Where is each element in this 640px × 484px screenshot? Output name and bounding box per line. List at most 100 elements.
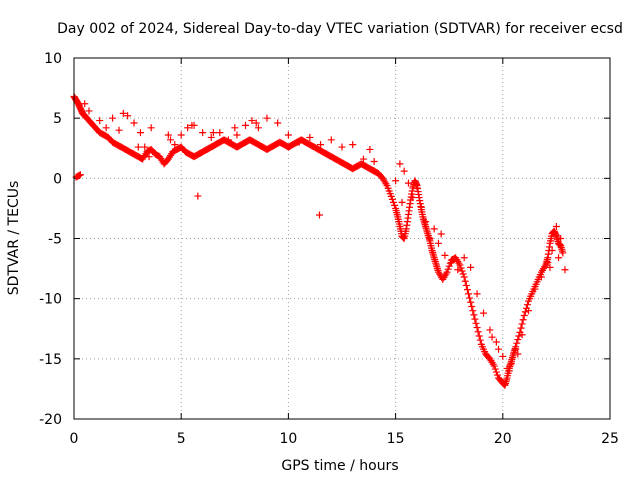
- data-point: [552, 222, 560, 230]
- data-point: [188, 121, 196, 129]
- data-point: [462, 281, 470, 289]
- data-point: [295, 138, 303, 146]
- x-tick-label: 15: [387, 431, 405, 447]
- data-point: [490, 362, 498, 370]
- data-point: [476, 336, 484, 344]
- data-point: [443, 268, 451, 276]
- data-point: [515, 332, 523, 340]
- data-point: [391, 201, 399, 209]
- data-point: [493, 371, 501, 379]
- data-point: [555, 254, 563, 262]
- data-point: [136, 129, 144, 137]
- data-point: [430, 225, 438, 233]
- plot-frame: [73, 57, 611, 420]
- data-point: [147, 124, 155, 132]
- data-point: [480, 309, 488, 317]
- data-point: [517, 324, 525, 332]
- y-tick-label: 5: [53, 111, 62, 127]
- data-point: [315, 211, 323, 219]
- data-point: [263, 114, 271, 122]
- data-point: [392, 177, 400, 185]
- data-point: [525, 307, 533, 315]
- data-point: [441, 251, 449, 259]
- data-point: [471, 315, 479, 323]
- data-point: [370, 157, 378, 165]
- data-point: [400, 167, 408, 175]
- data-point: [461, 277, 469, 285]
- data-point: [327, 136, 335, 144]
- data-point: [366, 145, 374, 153]
- data-point: [194, 192, 202, 200]
- data-point: [338, 143, 346, 151]
- data-point: [274, 119, 282, 127]
- data-point: [85, 107, 93, 115]
- data-point: [413, 184, 421, 192]
- data-point: [557, 235, 565, 242]
- data-point: [548, 247, 556, 255]
- data-point: [171, 141, 179, 149]
- data-point: [495, 345, 503, 353]
- data-point: [559, 249, 567, 257]
- data-point: [518, 320, 526, 328]
- data-point: [491, 365, 499, 373]
- data-point: [130, 119, 138, 127]
- data-point: [537, 273, 545, 281]
- data-point: [520, 312, 528, 320]
- data-point: [472, 319, 480, 327]
- data-point: [486, 326, 494, 334]
- x-tick-label: 25: [601, 431, 619, 447]
- data-point: [124, 112, 132, 120]
- data-point: [445, 262, 453, 270]
- data-point: [81, 100, 89, 108]
- data-point: [521, 308, 529, 316]
- data-point: [145, 153, 153, 161]
- data-point: [134, 143, 142, 151]
- data-point: [388, 195, 396, 203]
- data-point: [531, 285, 539, 293]
- data-point: [474, 328, 482, 336]
- data-point: [209, 129, 217, 137]
- data-point: [199, 129, 207, 137]
- data-point: [177, 131, 185, 139]
- data-point: [514, 336, 522, 344]
- data-point: [231, 124, 239, 132]
- data-point: [389, 198, 397, 206]
- data-point: [544, 259, 552, 267]
- data-point: [359, 155, 367, 163]
- data-point: [434, 239, 442, 247]
- data-point: [523, 301, 531, 309]
- data-point: [109, 114, 117, 122]
- data-point: [119, 109, 127, 117]
- data-point: [488, 333, 496, 341]
- data-point: [447, 259, 455, 267]
- data-point: [75, 171, 83, 179]
- data-point: [464, 290, 472, 298]
- data-point: [224, 136, 232, 144]
- data-point: [166, 136, 174, 144]
- y-tick-label: -15: [39, 352, 62, 368]
- data-point: [512, 345, 520, 353]
- data-point: [492, 368, 500, 376]
- data-point: [409, 194, 417, 202]
- data-point: [513, 339, 521, 347]
- data-point: [370, 167, 378, 175]
- data-point: [519, 316, 527, 324]
- data-point: [96, 117, 104, 125]
- grid-lines: [74, 58, 610, 419]
- data-point: [254, 124, 262, 132]
- y-tick-label: 0: [53, 171, 62, 187]
- data-point: [469, 307, 477, 315]
- data-point: [456, 261, 464, 269]
- y-tick-label: -20: [39, 412, 62, 428]
- data-point: [404, 179, 412, 187]
- data-point: [398, 198, 406, 206]
- data-point: [115, 126, 123, 134]
- data-point: [437, 230, 445, 238]
- data-point: [349, 141, 357, 149]
- data-point: [499, 352, 507, 360]
- data-point: [141, 143, 149, 151]
- data-point: [467, 263, 475, 271]
- y-axis-label: SDTVAR / TECUs: [6, 181, 22, 296]
- data-point: [422, 218, 430, 226]
